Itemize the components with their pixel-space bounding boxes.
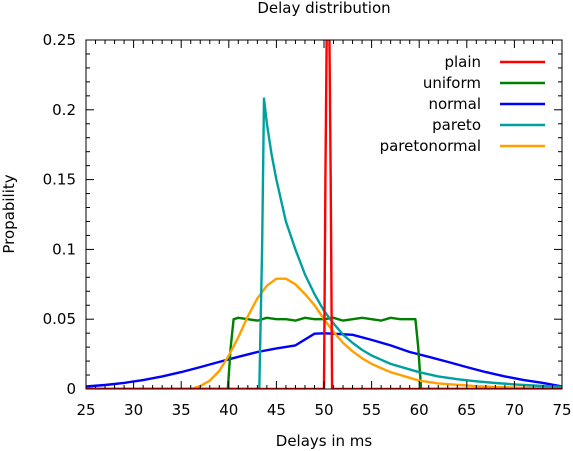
y-tick-label: 0.25 (43, 31, 76, 49)
legend: plain uniform normal pareto paretonormal (380, 53, 545, 155)
series-line-paretonormal (86, 277, 562, 389)
x-tick-label: 30 (124, 401, 143, 419)
y-tick-label: 0.15 (43, 171, 76, 189)
legend-label-paretonormal: paretonormal (380, 137, 481, 155)
y-tick-label: 0.1 (52, 240, 76, 258)
chart-title: Delay distribution (257, 0, 390, 17)
series-line-pareto (86, 97, 562, 389)
x-tick-label: 55 (362, 401, 381, 419)
x-tick-label: 50 (314, 401, 333, 419)
y-axis-label: Propability (0, 174, 18, 253)
x-tick-label: 60 (410, 401, 429, 419)
legend-label-normal: normal (428, 95, 481, 113)
x-tick-label: 65 (457, 401, 476, 419)
x-tick-label: 25 (76, 401, 95, 419)
x-tick-label: 40 (219, 401, 238, 419)
y-tick-label: 0 (66, 380, 76, 398)
legend-label-plain: plain (444, 53, 481, 71)
series-line-plain (86, 40, 562, 389)
legend-label-pareto: pareto (432, 116, 481, 134)
legend-label-uniform: uniform (423, 74, 481, 92)
y-tick-label: 0.2 (52, 101, 76, 119)
x-tick-label: 75 (552, 401, 571, 419)
x-tick-label: 35 (172, 401, 191, 419)
x-tick-label: 70 (505, 401, 524, 419)
x-tick-label: 45 (267, 401, 286, 419)
x-axis-label: Delays in ms (276, 432, 373, 450)
y-tick-label: 0.05 (43, 310, 76, 328)
